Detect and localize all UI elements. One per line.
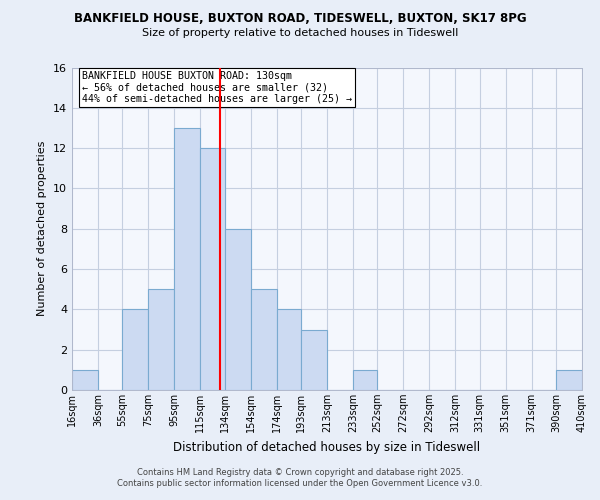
Bar bbox=[225, 229, 251, 390]
Text: Size of property relative to detached houses in Tideswell: Size of property relative to detached ho… bbox=[142, 28, 458, 38]
Bar bbox=[251, 289, 277, 390]
Text: BANKFIELD HOUSE, BUXTON ROAD, TIDESWELL, BUXTON, SK17 8PG: BANKFIELD HOUSE, BUXTON ROAD, TIDESWELL,… bbox=[74, 12, 526, 26]
Bar bbox=[353, 370, 377, 390]
Bar bbox=[72, 370, 98, 390]
Bar bbox=[277, 310, 301, 390]
Bar bbox=[174, 128, 200, 390]
Bar bbox=[556, 370, 582, 390]
Text: BANKFIELD HOUSE BUXTON ROAD: 130sqm
← 56% of detached houses are smaller (32)
44: BANKFIELD HOUSE BUXTON ROAD: 130sqm ← 56… bbox=[82, 70, 352, 104]
Text: Contains HM Land Registry data © Crown copyright and database right 2025.
Contai: Contains HM Land Registry data © Crown c… bbox=[118, 468, 482, 487]
Bar bbox=[148, 289, 174, 390]
Y-axis label: Number of detached properties: Number of detached properties bbox=[37, 141, 47, 316]
Bar bbox=[200, 148, 225, 390]
Bar bbox=[122, 310, 148, 390]
Bar bbox=[301, 330, 327, 390]
X-axis label: Distribution of detached houses by size in Tideswell: Distribution of detached houses by size … bbox=[173, 440, 481, 454]
